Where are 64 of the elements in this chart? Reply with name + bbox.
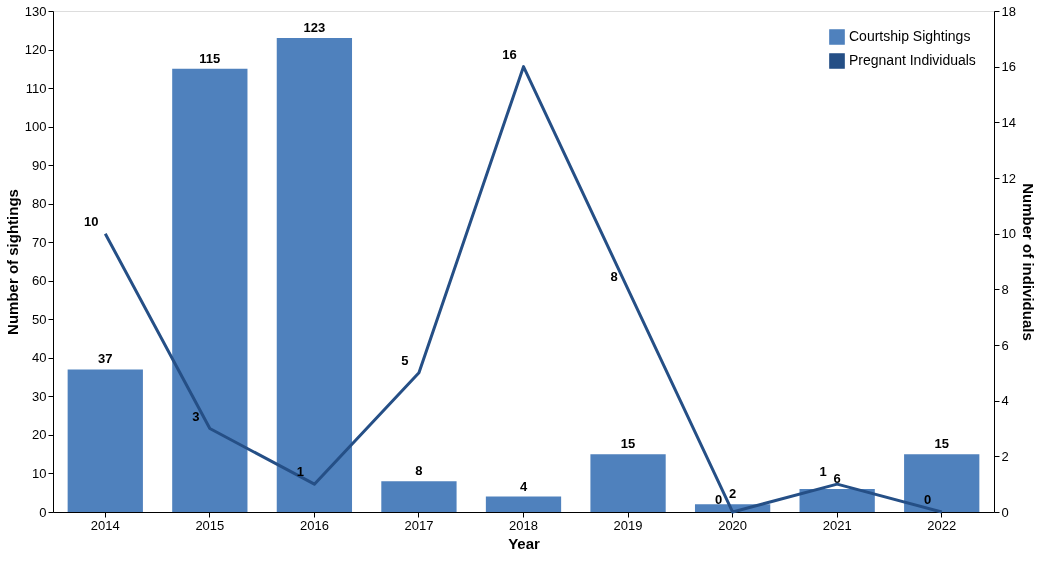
y-tick-label: 110 xyxy=(25,80,47,96)
data-label: 8 xyxy=(415,463,423,479)
data-label: 0 xyxy=(924,492,932,507)
data-label: 15 xyxy=(934,436,949,452)
y-tick-label: 70 xyxy=(32,234,47,250)
data-label: 10 xyxy=(84,213,99,229)
x-tick-label: 2015 xyxy=(195,517,225,533)
x-tick-label: 2014 xyxy=(90,517,120,533)
data-label: 2 xyxy=(728,486,737,502)
data-label: 1 xyxy=(819,464,827,480)
data-label: 0 xyxy=(714,492,723,507)
data-label: 4 xyxy=(519,478,528,494)
y-tick-label: 10 xyxy=(32,465,47,481)
y2-axis-title: Number of individuals xyxy=(1019,183,1037,341)
y-tick-label: 60 xyxy=(32,273,47,289)
y2-tick-label: 12 xyxy=(1001,170,1016,186)
y2-tick-label: 8 xyxy=(1001,281,1009,297)
data-label: 6 xyxy=(833,470,841,486)
data-label: 123 xyxy=(303,19,326,35)
data-label: 3 xyxy=(192,408,200,424)
data-label: 115 xyxy=(199,50,221,66)
x-tick-label: 2021 xyxy=(822,517,852,533)
data-label: 5 xyxy=(401,352,409,368)
x-tick-label: 2018 xyxy=(509,517,538,533)
y-tick-label: 130 xyxy=(24,3,47,19)
data-label: 1 xyxy=(296,464,305,480)
bar xyxy=(172,68,248,512)
y-tick-label: 80 xyxy=(32,196,47,212)
bar xyxy=(799,488,875,512)
y-tick-label: 120 xyxy=(24,42,47,58)
y-tick-label: 30 xyxy=(32,388,47,404)
y-tick-label: 40 xyxy=(32,350,47,366)
data-label: 8 xyxy=(610,269,618,285)
bar xyxy=(276,37,353,512)
y-tick-label: 0 xyxy=(39,504,47,520)
y2-tick-label: 16 xyxy=(1001,59,1016,75)
data-label: 15 xyxy=(620,436,636,452)
y-tick-label: 20 xyxy=(32,427,47,443)
x-tick-label: 2022 xyxy=(927,517,957,533)
bar xyxy=(590,454,666,512)
bar xyxy=(67,369,143,512)
x-tick-label: 2017 xyxy=(404,517,434,533)
x-tick-label: 2019 xyxy=(613,517,643,533)
legend-label: Courtship Sightings xyxy=(849,28,971,44)
bar xyxy=(904,454,980,512)
x-tick-label: 2020 xyxy=(718,517,748,533)
y2-tick-label: 2 xyxy=(1001,448,1009,464)
y-tick-label: 100 xyxy=(24,119,47,135)
legend-label: Pregnant Individuals xyxy=(849,52,976,68)
data-label: 16 xyxy=(502,46,517,62)
y2-tick-label: 18 xyxy=(1001,3,1016,19)
x-tick-label: 2016 xyxy=(299,517,329,533)
y2-tick-label: 10 xyxy=(1001,226,1016,242)
y-tick-label: 50 xyxy=(32,311,47,327)
y2-tick-label: 6 xyxy=(1001,337,1009,353)
y2-tick-label: 4 xyxy=(1001,393,1009,409)
x-axis-title: Year xyxy=(508,534,541,552)
y-axis-title: Number of sightings xyxy=(3,189,21,335)
y-tick-label: 90 xyxy=(32,157,47,173)
data-label: 37 xyxy=(98,351,113,367)
bar xyxy=(485,496,562,512)
y2-tick-label: 0 xyxy=(1001,504,1009,520)
bar xyxy=(381,481,457,512)
y2-tick-label: 14 xyxy=(1001,114,1016,130)
